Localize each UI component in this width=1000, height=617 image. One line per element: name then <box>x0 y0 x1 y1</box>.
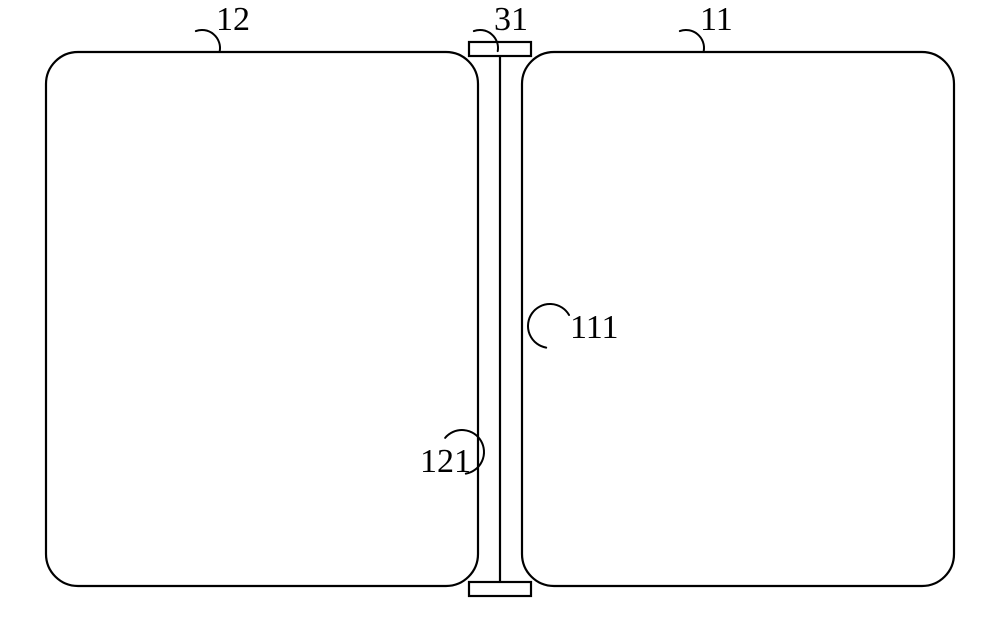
panel-left <box>46 52 478 586</box>
hinge-bottom-bar <box>469 582 531 596</box>
hinge-top-bar <box>469 42 531 56</box>
label-31: 31 <box>494 1 528 38</box>
label-12: 12 <box>216 1 250 38</box>
label-121: 121 <box>420 443 471 480</box>
label-11: 11 <box>700 1 733 38</box>
label-111: 111 <box>570 309 618 346</box>
